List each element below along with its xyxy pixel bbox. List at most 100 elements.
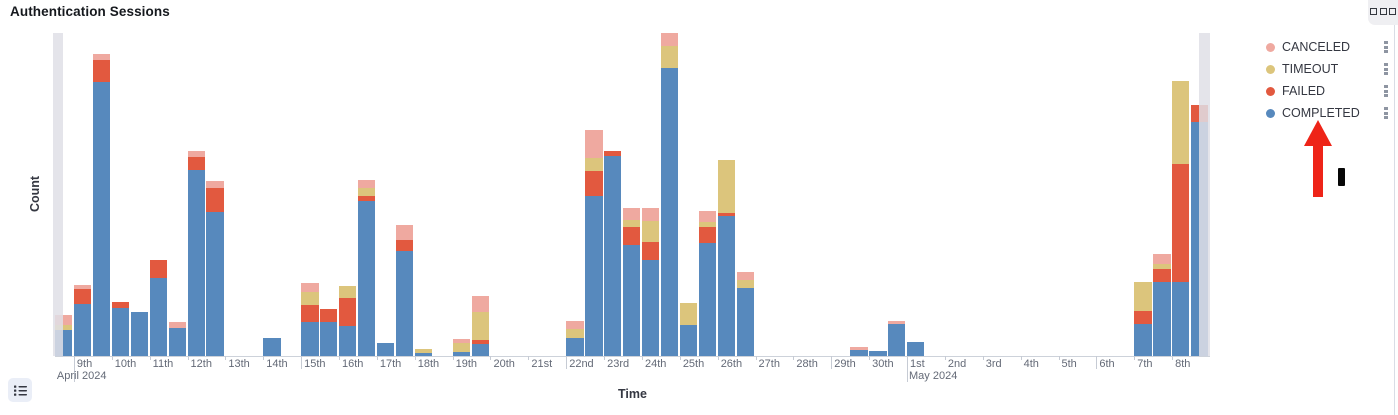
segment-completed[interactable] — [357, 201, 376, 356]
bar-apr-16-am[interactable] — [339, 286, 357, 356]
segment-completed[interactable] — [566, 338, 584, 356]
segment-failed[interactable] — [641, 242, 660, 260]
bar-apr-24-am[interactable] — [641, 208, 660, 356]
segment-completed[interactable] — [1172, 282, 1190, 356]
bar-apr-22-am[interactable] — [566, 321, 584, 356]
segment-timeout[interactable] — [414, 349, 433, 353]
segment-canceled[interactable] — [623, 208, 641, 220]
bar-apr-11-am[interactable] — [149, 260, 168, 356]
segment-timeout[interactable] — [1134, 282, 1152, 311]
bar-apr-11-pm[interactable] — [168, 322, 186, 356]
segment-timeout[interactable] — [698, 222, 717, 227]
segment-failed[interactable] — [1134, 311, 1152, 324]
grip-squares-icon[interactable] — [1383, 41, 1388, 53]
segment-timeout[interactable] — [679, 303, 698, 325]
segment-timeout[interactable] — [301, 292, 319, 305]
segment-canceled[interactable] — [206, 181, 224, 188]
bar-apr-29-pm[interactable] — [850, 347, 868, 356]
segment-completed[interactable] — [623, 245, 641, 356]
segment-canceled[interactable] — [301, 283, 319, 292]
segment-canceled[interactable] — [187, 151, 205, 157]
segment-completed[interactable] — [660, 68, 679, 356]
grip-squares-icon[interactable] — [1383, 63, 1388, 75]
grip-squares-icon[interactable] — [1383, 85, 1388, 97]
panel-options-button[interactable] — [1368, 0, 1398, 25]
bar-apr-25-am[interactable] — [679, 303, 698, 356]
segment-canceled[interactable] — [641, 208, 660, 221]
bar-may-8-am[interactable] — [1172, 81, 1190, 356]
segment-failed[interactable] — [1153, 269, 1171, 282]
bar-apr-12-am[interactable] — [187, 151, 205, 356]
segment-timeout[interactable] — [736, 280, 754, 288]
segment-completed[interactable] — [736, 288, 754, 356]
bar-apr-15-pm[interactable] — [320, 309, 338, 356]
segment-timeout[interactable] — [55, 325, 73, 330]
segment-failed[interactable] — [149, 260, 168, 278]
segment-timeout[interactable] — [1172, 81, 1190, 164]
segment-canceled[interactable] — [395, 225, 414, 240]
bar-apr-25-pm[interactable] — [698, 211, 717, 356]
segment-completed[interactable] — [187, 170, 205, 356]
bar-apr-9-am[interactable] — [73, 285, 92, 356]
segment-timeout[interactable] — [585, 158, 603, 171]
segment-canceled[interactable] — [1153, 254, 1171, 264]
bar-apr-18-am[interactable] — [414, 349, 433, 356]
segment-canceled[interactable] — [736, 272, 754, 280]
segment-completed[interactable] — [301, 322, 319, 356]
segment-failed[interactable] — [187, 157, 205, 170]
segment-completed[interactable] — [376, 343, 395, 356]
segment-timeout[interactable] — [717, 160, 736, 213]
bar-apr-10-am[interactable] — [111, 302, 130, 356]
segment-timeout[interactable] — [452, 343, 470, 352]
segment-canceled[interactable] — [585, 130, 603, 158]
segment-completed[interactable] — [320, 322, 338, 356]
bar-apr-10-pm[interactable] — [130, 312, 149, 356]
bar-apr-23-am[interactable] — [604, 151, 622, 356]
segment-completed[interactable] — [907, 342, 925, 356]
segment-completed[interactable] — [130, 312, 149, 356]
segment-failed[interactable] — [357, 196, 376, 201]
segment-completed[interactable] — [1134, 324, 1152, 356]
segment-failed[interactable] — [717, 213, 736, 216]
segment-completed[interactable] — [717, 216, 736, 356]
segment-completed[interactable] — [641, 260, 660, 356]
segment-completed[interactable] — [414, 353, 433, 356]
legend-label[interactable]: FAILED — [1282, 84, 1326, 98]
bar-may-7-pm[interactable] — [1153, 254, 1171, 356]
segment-canceled[interactable] — [660, 33, 679, 46]
legend-label[interactable]: TIMEOUT — [1282, 62, 1339, 76]
segment-canceled[interactable] — [55, 315, 73, 325]
segment-completed[interactable] — [850, 350, 868, 356]
segment-timeout[interactable] — [357, 188, 376, 196]
segment-failed[interactable] — [301, 305, 319, 322]
bar-apr-19-am[interactable] — [452, 339, 470, 356]
segment-canceled[interactable] — [698, 211, 717, 222]
segment-failed[interactable] — [339, 298, 357, 326]
bar-apr-17-am[interactable] — [376, 343, 395, 356]
segment-failed[interactable] — [320, 309, 338, 322]
segment-completed[interactable] — [888, 324, 906, 356]
segment-completed[interactable] — [149, 278, 168, 356]
bar-apr-16-pm[interactable] — [357, 180, 376, 356]
segment-completed[interactable] — [698, 243, 717, 356]
segment-failed[interactable] — [73, 289, 92, 304]
bar-apr-15-am[interactable] — [301, 283, 319, 356]
grip-squares-icon[interactable] — [1383, 107, 1388, 119]
legend-label[interactable]: CANCELED — [1282, 40, 1351, 54]
segment-canceled[interactable] — [471, 296, 489, 312]
bar-may-7-am[interactable] — [1134, 282, 1152, 356]
segment-completed[interactable] — [206, 212, 224, 356]
segment-failed[interactable] — [92, 60, 111, 82]
segment-completed[interactable] — [604, 156, 622, 356]
bar-apr-24-pm[interactable] — [660, 33, 679, 356]
bar-apr-26-am[interactable] — [717, 160, 736, 356]
segment-canceled[interactable] — [357, 180, 376, 188]
bar-apr-30-pm[interactable] — [888, 321, 906, 356]
segment-canceled[interactable] — [850, 347, 868, 350]
segment-timeout[interactable] — [660, 46, 679, 68]
bar-apr-30-am[interactable] — [869, 351, 887, 356]
bar-apr-22-pm[interactable] — [585, 130, 603, 356]
segment-canceled[interactable] — [888, 321, 906, 324]
segment-completed[interactable] — [869, 351, 887, 356]
segment-timeout[interactable] — [471, 312, 489, 340]
